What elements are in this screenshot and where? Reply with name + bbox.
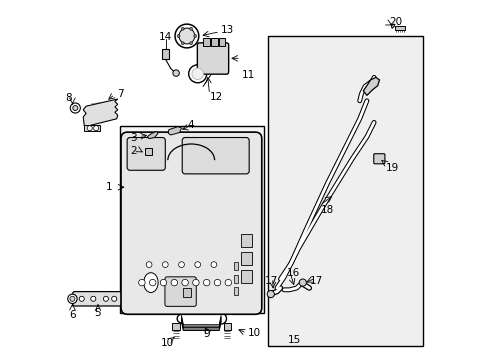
Circle shape: [182, 279, 188, 286]
Bar: [233, 262, 238, 270]
Text: 9: 9: [203, 329, 209, 339]
Circle shape: [160, 279, 166, 286]
Circle shape: [224, 279, 231, 286]
FancyBboxPatch shape: [182, 138, 249, 174]
Text: 4: 4: [187, 120, 194, 130]
Text: 6: 6: [69, 310, 76, 320]
Circle shape: [178, 262, 184, 267]
Circle shape: [194, 262, 200, 267]
Bar: [203, 38, 209, 46]
Bar: [233, 275, 238, 283]
Circle shape: [68, 294, 77, 303]
Text: 11: 11: [241, 70, 254, 80]
Polygon shape: [147, 131, 158, 139]
Circle shape: [171, 279, 177, 286]
Text: 17: 17: [309, 276, 323, 286]
FancyBboxPatch shape: [164, 277, 196, 306]
Circle shape: [146, 262, 152, 267]
Circle shape: [192, 279, 199, 286]
Bar: [172, 323, 179, 330]
Circle shape: [203, 279, 209, 286]
Text: 13: 13: [221, 24, 234, 35]
Text: 5: 5: [95, 308, 101, 318]
Text: 18: 18: [320, 204, 333, 215]
Bar: [211, 38, 218, 46]
Circle shape: [103, 296, 108, 301]
Text: 3: 3: [130, 132, 137, 143]
Bar: [233, 287, 238, 295]
Circle shape: [193, 35, 196, 37]
Text: 10: 10: [160, 338, 173, 348]
Text: 8: 8: [65, 93, 72, 103]
FancyBboxPatch shape: [121, 132, 261, 314]
Polygon shape: [390, 24, 394, 28]
Text: 12: 12: [210, 92, 223, 102]
Circle shape: [73, 105, 78, 111]
Circle shape: [179, 28, 194, 44]
Polygon shape: [168, 127, 181, 135]
Circle shape: [70, 296, 75, 301]
Text: 14: 14: [159, 32, 172, 42]
Circle shape: [214, 279, 220, 286]
Circle shape: [189, 27, 192, 30]
Bar: [241, 252, 251, 265]
Bar: [183, 288, 191, 297]
Circle shape: [111, 296, 117, 301]
Circle shape: [70, 103, 80, 113]
Circle shape: [181, 42, 184, 45]
Circle shape: [172, 70, 179, 76]
Text: 2: 2: [130, 146, 137, 156]
Text: 15: 15: [288, 335, 301, 345]
Circle shape: [149, 279, 156, 286]
Circle shape: [211, 262, 216, 267]
Text: 10: 10: [247, 328, 260, 338]
Text: 1: 1: [106, 182, 113, 192]
FancyBboxPatch shape: [197, 43, 228, 74]
Circle shape: [91, 296, 96, 301]
Bar: [241, 234, 251, 247]
Circle shape: [181, 27, 184, 30]
Text: 20: 20: [388, 17, 402, 27]
Bar: [241, 270, 251, 283]
Circle shape: [94, 126, 99, 131]
Bar: [219, 38, 224, 46]
Text: 19: 19: [385, 163, 398, 173]
Circle shape: [139, 279, 145, 286]
Bar: [223, 323, 230, 330]
Bar: [267, 36, 422, 346]
FancyBboxPatch shape: [127, 138, 165, 170]
Bar: [120, 126, 264, 313]
Circle shape: [299, 279, 306, 286]
Polygon shape: [83, 99, 118, 126]
Circle shape: [192, 68, 203, 80]
Text: 16: 16: [286, 268, 299, 278]
Circle shape: [188, 65, 206, 83]
Circle shape: [175, 24, 199, 48]
Circle shape: [87, 126, 92, 131]
Bar: [162, 49, 168, 59]
Bar: [394, 26, 404, 30]
Circle shape: [177, 35, 180, 37]
Circle shape: [162, 262, 168, 267]
Polygon shape: [363, 77, 379, 95]
Text: 17: 17: [264, 276, 278, 286]
Bar: [145, 148, 152, 155]
Text: 7: 7: [117, 89, 123, 99]
Circle shape: [189, 42, 192, 45]
Circle shape: [79, 296, 84, 301]
Ellipse shape: [143, 273, 158, 292]
Circle shape: [266, 291, 274, 298]
FancyBboxPatch shape: [73, 292, 121, 306]
Bar: [84, 125, 101, 131]
FancyBboxPatch shape: [373, 154, 384, 164]
